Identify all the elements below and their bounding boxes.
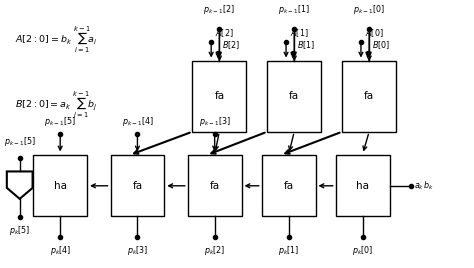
Text: $p_{k-1}$[1]: $p_{k-1}$[1] xyxy=(278,3,310,16)
Text: $p_{k-1}$[5]: $p_{k-1}$[5] xyxy=(4,135,36,148)
Text: $a_k\,b_k$: $a_k\,b_k$ xyxy=(414,180,435,192)
Text: $A$[1]: $A$[1] xyxy=(290,27,309,39)
Text: fa: fa xyxy=(289,91,299,102)
Text: $p_k$[2]: $p_k$[2] xyxy=(204,244,225,257)
Bar xyxy=(33,155,87,217)
Bar xyxy=(262,155,316,217)
Text: ha: ha xyxy=(356,181,369,191)
Bar xyxy=(342,61,396,132)
Text: fa: fa xyxy=(210,181,220,191)
Text: $B$[2]: $B$[2] xyxy=(222,40,240,51)
Text: ha: ha xyxy=(54,181,67,191)
Text: $p_{k-1}$[3]: $p_{k-1}$[3] xyxy=(199,115,230,128)
Text: $p_k$[5]: $p_k$[5] xyxy=(9,224,30,237)
Text: fa: fa xyxy=(132,181,143,191)
Text: $p_{k-1}$[5]: $p_{k-1}$[5] xyxy=(44,115,76,128)
Text: fa: fa xyxy=(364,91,374,102)
Text: fa: fa xyxy=(214,91,224,102)
Bar xyxy=(267,61,321,132)
Text: $p_{k-1}$[2]: $p_{k-1}$[2] xyxy=(203,3,235,16)
Bar xyxy=(188,155,242,217)
Bar xyxy=(192,61,246,132)
Bar xyxy=(336,155,390,217)
Text: $p_{k-1}$[4]: $p_{k-1}$[4] xyxy=(121,115,153,128)
Text: $A$[2]: $A$[2] xyxy=(215,27,234,39)
Text: $p_k$[1]: $p_k$[1] xyxy=(278,244,299,257)
Text: $p_k$[3]: $p_k$[3] xyxy=(127,244,148,257)
Text: $B$[0]: $B$[0] xyxy=(372,40,390,51)
Text: $p_{k-1}$[0]: $p_{k-1}$[0] xyxy=(353,3,385,16)
Polygon shape xyxy=(7,172,33,199)
Bar xyxy=(110,155,164,217)
Text: $p_k$[4]: $p_k$[4] xyxy=(49,244,71,257)
Text: $p_k$[0]: $p_k$[0] xyxy=(352,244,373,257)
Text: $A$[0]: $A$[0] xyxy=(365,27,383,39)
Text: $B[2:0] = a_k\ \sum_{j=1}^{k-1}\!b_j$: $B[2:0] = a_k\ \sum_{j=1}^{k-1}\!b_j$ xyxy=(15,90,97,121)
Text: $A[2:0] = b_k\ \sum_{i=1}^{k-1}\!a_i$: $A[2:0] = b_k\ \sum_{i=1}^{k-1}\!a_i$ xyxy=(15,25,97,55)
Text: fa: fa xyxy=(283,181,294,191)
Text: $B$[1]: $B$[1] xyxy=(297,40,315,51)
